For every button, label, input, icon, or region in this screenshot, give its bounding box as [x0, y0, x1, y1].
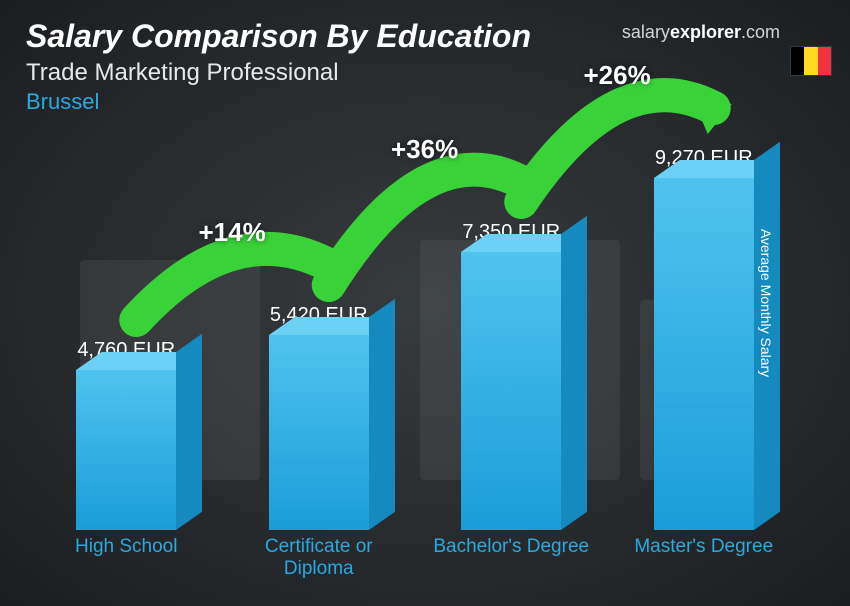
increase-arc: [136, 249, 329, 320]
chart-title: Salary Comparison By Education: [26, 18, 531, 55]
watermark: salaryexplorer.com: [622, 22, 780, 43]
flag-icon: [790, 46, 832, 76]
watermark-suffix: .com: [741, 22, 780, 42]
watermark-prefix: salary: [622, 22, 670, 42]
chart-location: Brussel: [26, 89, 531, 115]
y-axis-label: Average Monthly Salary: [758, 229, 774, 377]
increase-arc: [329, 170, 522, 285]
flag-stripe: [818, 47, 831, 75]
chart-subtitle: Trade Marketing Professional: [26, 59, 531, 87]
header: Salary Comparison By Education Trade Mar…: [26, 18, 531, 115]
flag-stripe: [791, 47, 804, 75]
flag-stripe: [804, 47, 817, 75]
chart-area: 4,760 EUR5,420 EUR7,350 EUR9,270 EUR Hig…: [30, 120, 800, 580]
increase-label: +14%: [199, 217, 266, 248]
arcs-layer: [30, 120, 800, 580]
increase-label: +36%: [391, 134, 458, 165]
watermark-mid: explorer: [670, 22, 741, 42]
increase-label: +26%: [584, 60, 651, 91]
